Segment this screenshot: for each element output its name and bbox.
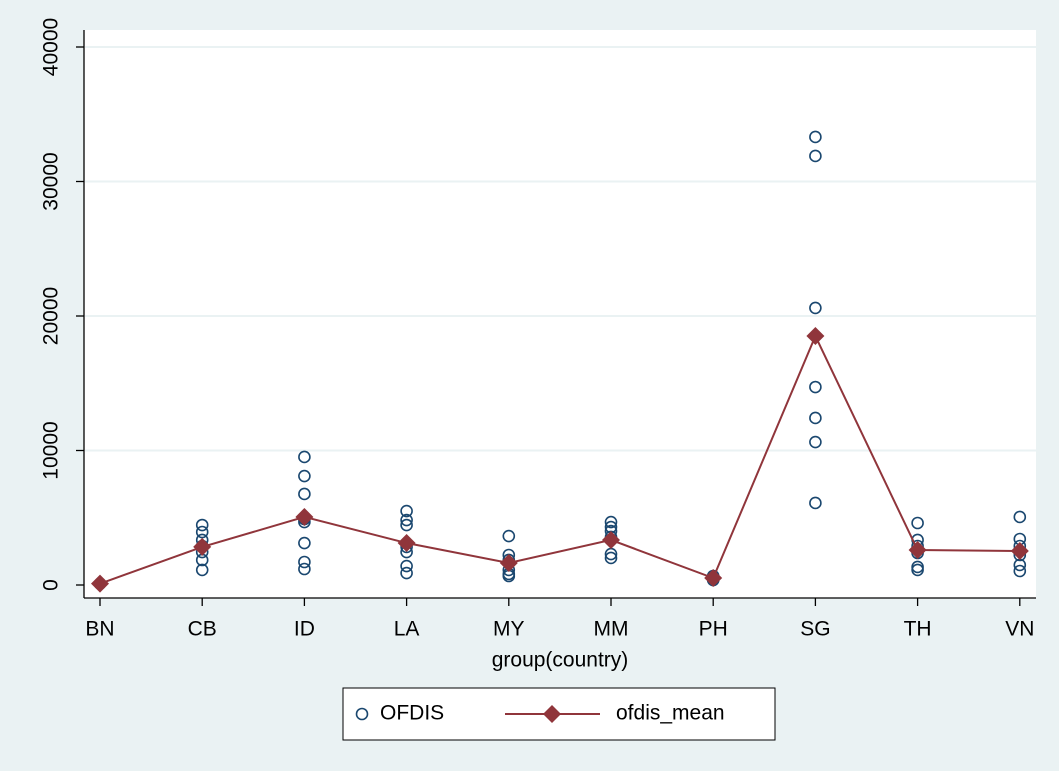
mean-marker xyxy=(193,537,212,556)
x-tick-label: MM xyxy=(594,618,629,641)
scatter-point xyxy=(400,559,413,573)
mean-marker xyxy=(908,541,927,560)
scatter-point xyxy=(809,496,822,510)
mean-marker xyxy=(1010,541,1029,560)
mean-marker xyxy=(295,507,314,526)
scatter-point xyxy=(1013,510,1027,524)
legend-label: OFDIS xyxy=(380,702,444,725)
scatter-point xyxy=(298,536,311,550)
y-tick-label: 30000 xyxy=(40,152,63,210)
scatter-point xyxy=(502,529,516,543)
legend-symbol xyxy=(543,705,561,723)
scatter-point xyxy=(400,504,413,518)
scatter-point xyxy=(195,563,209,577)
scatter-point xyxy=(809,130,822,144)
legend-label: ofdis_mean xyxy=(616,702,725,725)
y-tick-label: 40000 xyxy=(40,18,63,76)
x-tick-label: ID xyxy=(294,618,315,641)
scatter-point xyxy=(298,562,311,576)
scatter-point xyxy=(911,563,924,577)
scatter-point xyxy=(298,450,311,464)
scatter-point xyxy=(400,513,413,527)
mean-marker xyxy=(499,553,518,572)
scatter-point xyxy=(195,518,209,532)
legend-symbol xyxy=(355,707,369,721)
mean-line xyxy=(99,333,1020,585)
x-tick-label: BN xyxy=(85,618,114,641)
scatter-point xyxy=(809,411,822,425)
plot-area xyxy=(84,30,1036,598)
scatter-point xyxy=(298,555,311,569)
scatter-point xyxy=(1013,564,1027,578)
scatter-point xyxy=(809,435,822,449)
y-tick-label: 10000 xyxy=(40,421,63,479)
scatter-point xyxy=(911,516,924,530)
y-tick-label: 0 xyxy=(40,579,63,591)
mean-marker xyxy=(91,574,109,593)
scatter-point xyxy=(195,525,209,539)
scatter-point xyxy=(400,566,413,580)
x-tick-label: SG xyxy=(800,618,830,641)
x-axis-title: group(country) xyxy=(492,649,629,672)
scatter-point xyxy=(604,551,618,565)
y-tick-label: 20000 xyxy=(40,287,63,345)
x-tick-label: VN xyxy=(1005,618,1034,641)
scatter-point xyxy=(400,518,413,532)
scatter-point xyxy=(604,515,618,529)
mean-marker xyxy=(806,327,825,346)
mean-marker xyxy=(397,534,416,553)
x-tick-label: TH xyxy=(904,618,932,641)
scatter-point xyxy=(809,149,822,163)
x-tick-label: LA xyxy=(394,618,420,641)
x-tick-label: MY xyxy=(493,618,525,641)
mean-marker xyxy=(602,530,620,549)
scatter-point xyxy=(298,487,311,501)
mean-marker xyxy=(704,569,723,588)
scatter-point xyxy=(809,301,822,315)
x-tick-label: CB xyxy=(188,618,217,641)
scatter-point xyxy=(809,380,822,394)
x-tick-label: PH xyxy=(699,618,728,641)
scatter-point xyxy=(298,469,311,483)
